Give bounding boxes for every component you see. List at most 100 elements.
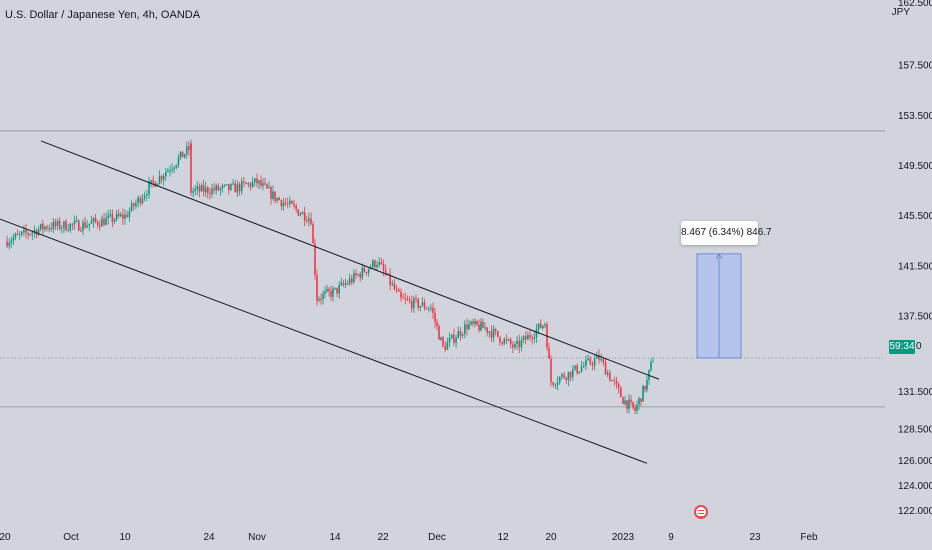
candle-body [417,299,419,308]
candle-body [124,214,126,219]
candle-body [591,363,594,366]
candle-body [524,336,527,340]
candle-body [173,167,175,170]
candle-body [550,358,552,383]
candle-body [105,218,107,225]
candle-body [245,182,247,185]
candle-body [470,321,472,325]
candle-body [453,334,455,343]
candle-body [522,336,525,341]
candle-body [177,157,180,165]
candle-body [361,267,364,278]
candle-body [251,181,254,187]
candle-body [340,282,343,285]
candle-body [620,388,622,398]
candle-body [56,220,59,226]
candle-body [604,362,607,375]
candle-body [167,170,169,173]
candle-body [400,291,402,298]
currency-label: JPY [891,7,910,18]
candle-body [359,274,361,278]
candle-body [65,221,67,231]
price-range-label[interactable]: 8.467 (6.34%) 846.7 [681,221,772,245]
candle-body [77,220,80,231]
candle-body [213,188,215,191]
candle-body [626,400,628,409]
candle-body [509,339,512,345]
candle-body [567,371,570,381]
candle-body [90,221,93,224]
candle-body [558,377,561,383]
candle-body [542,325,544,328]
candle-body [563,374,565,378]
candle-body [617,384,620,389]
x-tick-label: 10 [119,532,131,543]
y-tick-label: 157.500 [898,61,932,72]
candle-body [548,347,550,359]
candle-body [117,213,120,217]
candle-body [238,183,241,192]
candle-body [135,202,137,207]
candle-body [574,365,576,370]
candle-body [230,184,232,190]
candle-body [21,231,23,234]
candle-body [516,340,518,344]
candle-body [372,260,374,267]
candle-body [336,287,338,294]
candle-body [461,334,464,336]
candle-body [640,398,642,402]
candle-body [243,181,245,183]
candle-body [646,379,648,390]
candle-body [486,327,488,333]
candle-body [37,229,40,235]
candle-body [464,324,466,335]
us-flag-icon[interactable] [694,505,708,519]
candle-body [374,260,376,268]
candle-body [446,342,449,350]
x-tick-label: 9 [668,532,674,543]
candle-body [346,283,349,285]
candle-body [113,219,116,222]
candle-body [44,226,46,230]
candle-body [92,218,95,222]
candle-body [593,358,596,366]
candle-body [324,291,326,294]
candle-body [10,240,13,244]
candle-body [442,337,444,347]
candle-body [219,188,222,191]
y-tick-label: 124.000 [898,481,932,492]
y-tick-label: 162.500 [898,0,932,9]
candle-body [272,191,274,199]
candle-body [103,218,105,225]
candle-body [596,355,598,359]
candle-body [606,372,609,375]
candle-body [320,299,322,301]
candle-body [492,329,495,338]
candle-body [39,223,42,230]
candle-body [497,331,499,337]
candle-body [132,203,135,207]
candle-body [162,176,165,180]
candle-body [408,299,411,301]
candle-body [512,344,514,348]
candle-body [391,283,394,285]
candle-body [410,300,413,309]
candle-body [438,326,440,340]
candle-body [634,407,636,411]
candle-body [632,401,634,408]
candle-body [209,193,211,195]
candle-body [518,340,521,348]
channel-upper [40,140,660,380]
candle-body [305,220,308,222]
candle-body [165,172,167,177]
candle-body [624,400,626,405]
candle-body [503,338,506,344]
candle-body [600,359,602,361]
candle-body [450,334,453,339]
candle-body [529,334,531,338]
candle-body [73,220,76,225]
candle-body [297,209,300,216]
candle-body [154,182,157,187]
